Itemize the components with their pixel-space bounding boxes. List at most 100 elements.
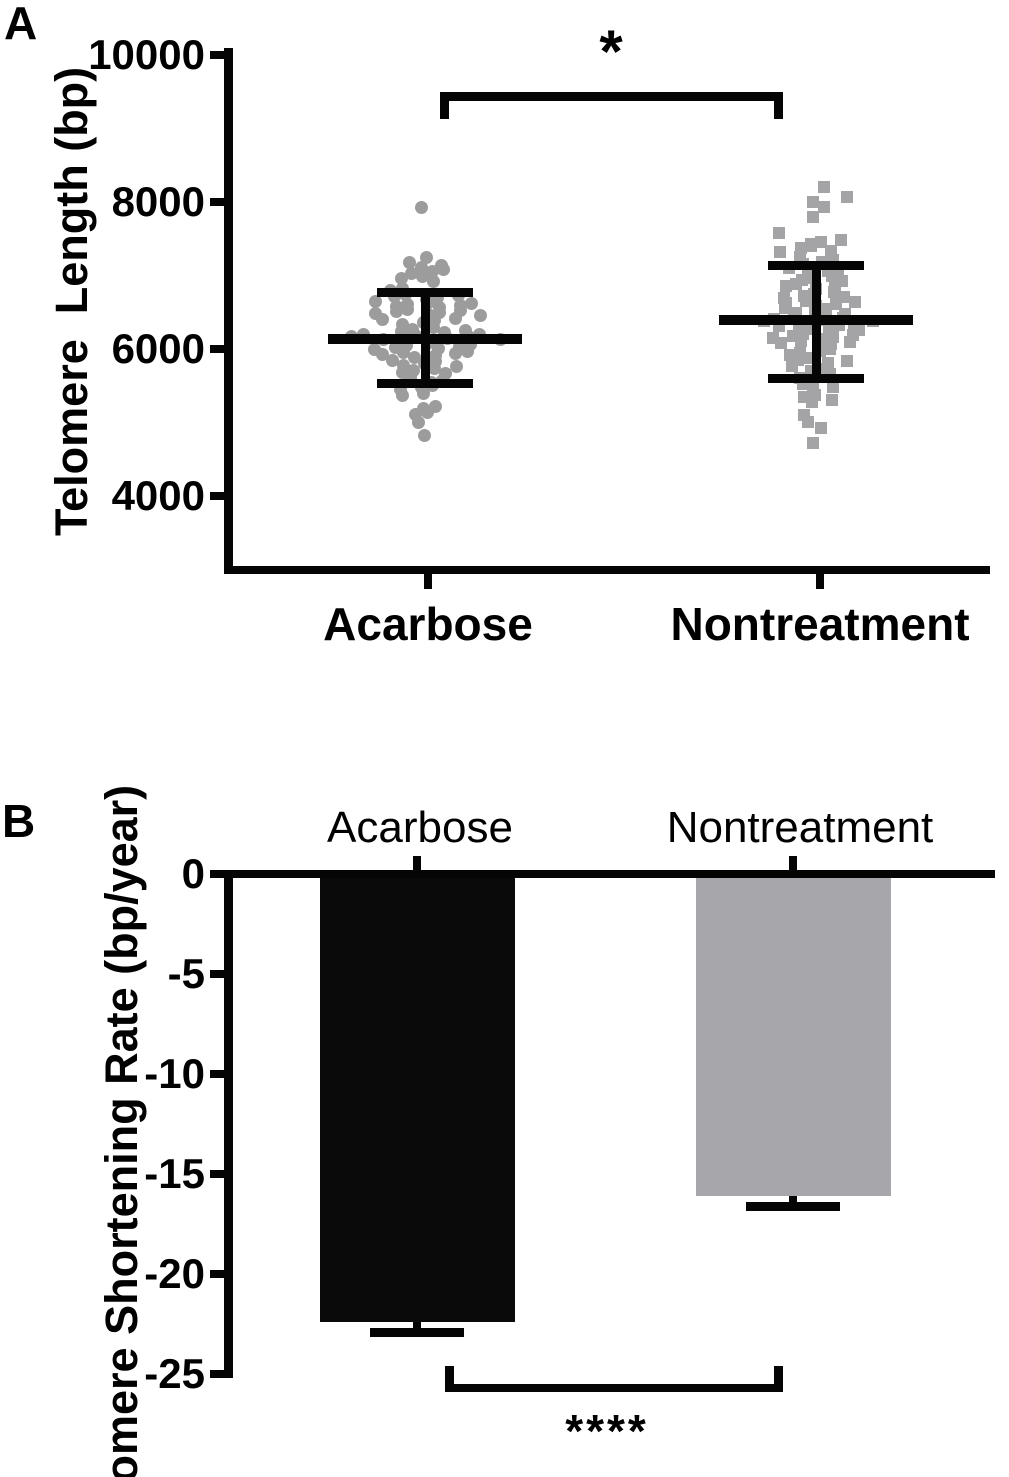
- scatter-point-nontreatment: [815, 422, 827, 435]
- scatter-point-nontreatment: [829, 297, 842, 310]
- scatter-point-nontreatment: [805, 239, 817, 252]
- y-tick: [210, 970, 225, 978]
- x-tick-acarbose: [413, 856, 421, 870]
- y-tick: [210, 492, 225, 500]
- y-tick: [210, 1170, 225, 1178]
- x-tick-nontreatment: [789, 856, 797, 870]
- y-tick: [210, 870, 225, 878]
- panel-b-zero-line: [224, 870, 995, 878]
- bar-nontreatment: [695, 878, 891, 1196]
- scatter-point-acarbose: [465, 296, 478, 310]
- panel-a-y-axis-title: Telomere Length (bp): [46, 66, 97, 536]
- scatter-point-nontreatment: [785, 359, 798, 372]
- scatter-point-acarbose: [460, 345, 474, 359]
- scatter-point-acarbose: [375, 312, 389, 326]
- scatter-point-acarbose: [411, 415, 425, 429]
- y-tick-label: -15: [144, 1150, 205, 1197]
- panel-a-significance-label: *: [599, 18, 623, 85]
- scatter-point-nontreatment: [834, 233, 847, 246]
- scatter-point-nontreatment: [802, 415, 814, 428]
- y-tick-label: -10: [144, 1050, 205, 1097]
- scatter-point-nontreatment: [807, 196, 820, 209]
- x-tick: [424, 574, 432, 589]
- error-bar-cap: [746, 1201, 840, 1211]
- scatter-point-acarbose: [437, 262, 450, 276]
- y-tick-label: 6000: [111, 325, 205, 372]
- panel-b-group-label-nontreatment: Nontreatment: [666, 803, 934, 852]
- y-tick-label: 8000: [111, 178, 205, 225]
- scatter-point-acarbose: [425, 264, 439, 278]
- scatter-point-acarbose: [396, 389, 410, 403]
- scatter-point-nontreatment: [825, 394, 838, 407]
- scatter-point-nontreatment: [824, 342, 837, 355]
- scatter-point-acarbose: [401, 302, 414, 316]
- panel-b-sig-bracket-right-tick: [774, 1366, 783, 1392]
- y-tick-label: 10000: [88, 31, 205, 78]
- scatter-point-nontreatment: [794, 334, 807, 347]
- scatter-point-acarbose: [419, 250, 433, 264]
- scatter-point-acarbose: [427, 274, 440, 288]
- scatter-point-acarbose: [426, 320, 440, 334]
- scatter-point-nontreatment: [841, 191, 853, 204]
- x-tick: [816, 574, 824, 589]
- panel-a-sig-bracket-right-tick: [774, 92, 783, 119]
- scatter-point-acarbose: [414, 200, 428, 214]
- panel-a-sig-bracket-left-tick: [440, 92, 449, 119]
- y-tick: [210, 198, 225, 206]
- panel-b-y-axis-line: [224, 870, 233, 1378]
- scatter-point-acarbose: [420, 405, 434, 419]
- scatter-point-nontreatment: [775, 336, 787, 349]
- scatter-point-acarbose: [427, 362, 441, 376]
- scatter-point-acarbose: [449, 360, 463, 374]
- scatter-point-nontreatment: [849, 295, 861, 308]
- panel-a-group-label-nontreatment: Nontreatment: [670, 598, 970, 650]
- scatter-point-nontreatment: [807, 211, 819, 224]
- scatter-point-nontreatment: [818, 181, 830, 194]
- error-bar-cap-top: [377, 287, 473, 297]
- panel-a-group-label-acarbose: Acarbose: [323, 598, 533, 650]
- scatter-point-nontreatment: [841, 355, 854, 368]
- panel-b-sig-bracket-left-tick: [445, 1366, 454, 1392]
- y-tick-label: 0: [181, 850, 205, 897]
- scatter-point-nontreatment: [802, 352, 815, 365]
- error-bar-cap-top: [768, 260, 864, 270]
- scatter-point-nontreatment: [824, 244, 837, 257]
- scatter-point-nontreatment: [819, 302, 832, 315]
- scatter-point-nontreatment: [817, 201, 830, 214]
- scatter-point-nontreatment: [807, 436, 819, 449]
- panel-b-group-label-acarbose: Acarbose: [327, 803, 513, 852]
- scatter-point-nontreatment: [790, 277, 803, 290]
- y-tick: [210, 1270, 225, 1278]
- panel-b-significance-label: ****: [565, 1405, 649, 1457]
- scatter-point-acarbose: [369, 294, 382, 308]
- y-tick-label: 4000: [111, 472, 205, 519]
- y-tick: [210, 51, 225, 59]
- scatter-point-nontreatment: [773, 227, 785, 240]
- panel-a-x-axis-line: [224, 566, 990, 574]
- error-bar-cap-bottom: [768, 373, 864, 383]
- error-bar-cap-bottom: [377, 379, 473, 389]
- y-tick: [210, 1370, 225, 1378]
- scatter-point-nontreatment: [826, 380, 839, 393]
- scatter-point-acarbose: [405, 266, 418, 280]
- panel-a-letter: A: [4, 0, 38, 49]
- scatter-point-acarbose: [389, 304, 403, 318]
- scatter-point-acarbose: [417, 428, 431, 442]
- bar-acarbose: [319, 878, 515, 1322]
- scatter-point-nontreatment: [779, 279, 792, 292]
- y-tick: [210, 345, 225, 353]
- y-tick-label: -25: [144, 1350, 205, 1397]
- scatter-point-nontreatment: [815, 235, 827, 248]
- panel-a-sig-bracket-bar: [440, 92, 783, 101]
- scatter-point-nontreatment: [827, 285, 840, 298]
- scatter-point-nontreatment: [799, 294, 812, 307]
- mean-line: [719, 314, 913, 325]
- y-tick-label: -5: [167, 950, 205, 997]
- scatter-point-acarbose: [449, 347, 463, 361]
- scatter-point-acarbose: [448, 311, 462, 325]
- scatter-point-acarbose: [395, 271, 408, 285]
- scatter-point-nontreatment: [844, 335, 856, 348]
- y-tick-label: -20: [144, 1250, 205, 1297]
- mean-line: [328, 334, 522, 345]
